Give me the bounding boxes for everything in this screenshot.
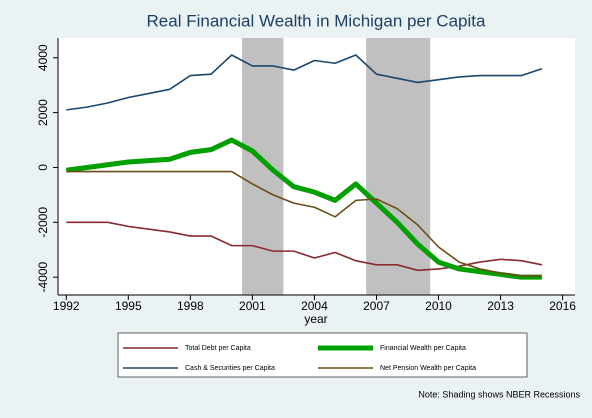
recession-shade xyxy=(366,38,431,295)
recession-shade xyxy=(242,38,284,295)
series-line xyxy=(66,54,543,111)
x-tick-label: 2007 xyxy=(363,299,390,313)
x-tick-label: 2001 xyxy=(239,299,266,313)
x-tick-label: 2013 xyxy=(487,299,514,313)
legend-box xyxy=(117,332,528,378)
series-line xyxy=(65,137,542,280)
x-tick-label: 1995 xyxy=(115,299,142,313)
y-tick-label: 2000 xyxy=(36,99,50,126)
chart-title: Real Financial Wealth in Michigan per Ca… xyxy=(147,11,486,30)
x-tick-label: 2004 xyxy=(301,299,328,313)
y-tick-label: -2000 xyxy=(36,207,50,238)
y-tick-label: 4000 xyxy=(36,44,50,71)
x-tick-label: 1998 xyxy=(177,299,204,313)
legend-label: Net Pension Wealth per Capita xyxy=(380,365,476,372)
y-tick-label: -4000 xyxy=(36,262,50,293)
x-tick-label: 2010 xyxy=(425,299,452,313)
series-line xyxy=(66,221,543,272)
legend-label: Cash & Securities per Capita xyxy=(185,365,275,372)
legend-label: Total Debt per Capita xyxy=(185,345,251,352)
legend-label: Financial Wealth per Capita xyxy=(380,345,466,352)
plot-area xyxy=(58,38,575,295)
note: Note: Shading shows NBER Recessions xyxy=(418,389,580,399)
x-tick-label: 1992 xyxy=(53,299,80,313)
x-axis-label: year xyxy=(304,312,327,326)
x-tick-label: 2016 xyxy=(549,299,576,313)
series-line xyxy=(66,170,542,277)
y-tick-label: 0 xyxy=(36,164,50,171)
